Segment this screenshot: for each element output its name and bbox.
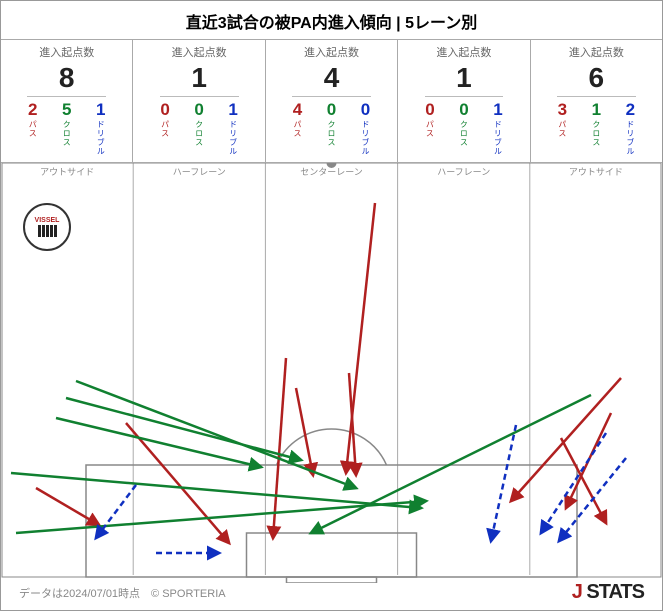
lane-header: 進入起点数 — [133, 44, 264, 60]
footer-brand: J STATS — [572, 581, 644, 604]
arrow-dribble — [541, 433, 606, 533]
pass-label: パス — [27, 120, 38, 138]
lane-header: 進入起点数 — [266, 44, 397, 60]
pitch-svg — [1, 163, 662, 583]
cross-count: 0 — [194, 101, 203, 118]
pass-label: パス — [160, 120, 171, 138]
dribble-label: ドリブル — [95, 120, 106, 156]
lane-total: 1 — [133, 62, 264, 94]
cross-label: クロス — [458, 120, 469, 147]
lane-header: 進入起点数 — [398, 44, 529, 60]
pitch-area: アウトサイドハーフレーンセンターレーンハーフレーンアウトサイド VISSEL — [1, 163, 662, 611]
footer: データは2024/07/01時点 © SPORTERIA J STATS — [1, 581, 662, 604]
pass-count: 2 — [28, 101, 37, 118]
lane-stat: 進入起点数 4 4 パス 0 クロス 0 ドリブル — [266, 40, 398, 162]
lane-stats-row: 進入起点数82パス5クロス1ドリブル進入起点数10パス0クロス1ドリブル進入起点… — [1, 39, 662, 163]
arrow-pass — [296, 388, 313, 475]
cross-count: 5 — [62, 101, 71, 118]
lane-stat: 進入起点数 6 3 パス 1 クロス 2 ドリブル — [531, 40, 662, 162]
lane-stat: 進入起点数 8 2 パス 5 クロス 1 ドリブル — [1, 40, 133, 162]
cross-count: 0 — [327, 101, 336, 118]
lane-breakdown: 0 パス 0 クロス 1 ドリブル — [398, 101, 529, 156]
dribble-label: ドリブル — [360, 120, 371, 156]
arrow-dribble — [96, 485, 136, 538]
lane-total: 1 — [398, 62, 529, 94]
lane-total: 4 — [266, 62, 397, 94]
dribble-count: 1 — [228, 101, 237, 118]
pass-count: 4 — [293, 101, 302, 118]
lane-breakdown: 2 パス 5 クロス 1 ドリブル — [1, 101, 132, 156]
chart-title: 直近3試合の被PA内進入傾向 | 5レーン別 — [1, 1, 662, 39]
cross-label: クロス — [326, 120, 337, 147]
lane-header: 進入起点数 — [531, 44, 662, 60]
cross-label: クロス — [194, 120, 205, 147]
dribble-count: 0 — [361, 101, 370, 118]
lane-breakdown: 0 パス 0 クロス 1 ドリブル — [133, 101, 264, 156]
arrow-cross — [11, 473, 421, 508]
arrow-pass — [36, 488, 99, 525]
pass-count: 0 — [425, 101, 434, 118]
lane-stat: 進入起点数 1 0 パス 0 クロス 1 ドリブル — [398, 40, 530, 162]
arrow-cross — [76, 381, 356, 488]
cross-label: クロス — [61, 120, 72, 147]
dribble-count: 2 — [626, 101, 635, 118]
dribble-count: 1 — [493, 101, 502, 118]
lane-total: 6 — [531, 62, 662, 94]
dribble-label: ドリブル — [492, 120, 503, 156]
dribble-count: 1 — [96, 101, 105, 118]
dribble-label: ドリブル — [625, 120, 636, 156]
lane-breakdown: 3 パス 1 クロス 2 ドリブル — [531, 101, 662, 156]
pass-label: パス — [557, 120, 568, 138]
pass-count: 0 — [160, 101, 169, 118]
pass-label: パス — [292, 120, 303, 138]
lane-breakdown: 4 パス 0 クロス 0 ドリブル — [266, 101, 397, 156]
root-container: 直近3試合の被PA内進入傾向 | 5レーン別 進入起点数82パス5クロス1ドリブ… — [0, 0, 663, 611]
arrow-pass — [511, 378, 621, 501]
brand-j: J — [572, 581, 582, 603]
lane-stat: 進入起点数 1 0 パス 0 クロス 1 ドリブル — [133, 40, 265, 162]
brand-rest: STATS — [582, 581, 644, 603]
dribble-label: ドリブル — [228, 120, 239, 156]
footer-credit: データは2024/07/01時点 © SPORTERIA — [19, 585, 226, 601]
cross-label: クロス — [591, 120, 602, 147]
arrow-pass — [561, 438, 606, 523]
arrow-pass — [346, 203, 375, 473]
cross-count: 0 — [459, 101, 468, 118]
cross-count: 1 — [592, 101, 601, 118]
lane-header: 進入起点数 — [1, 44, 132, 60]
pass-count: 3 — [558, 101, 567, 118]
lane-total: 8 — [1, 62, 132, 94]
pass-label: パス — [424, 120, 435, 138]
